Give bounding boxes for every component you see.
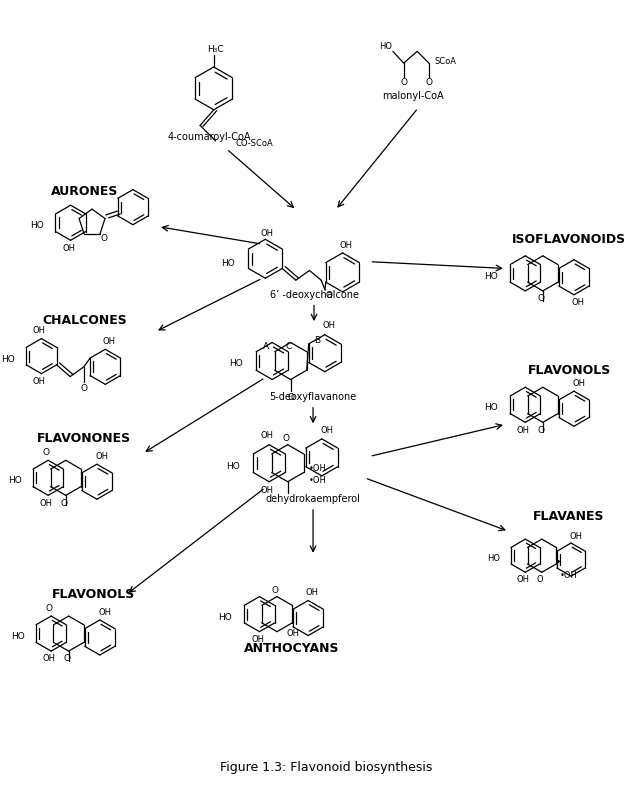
Text: OH: OH bbox=[43, 654, 56, 663]
Text: O: O bbox=[100, 234, 107, 242]
Text: OH: OH bbox=[40, 498, 53, 508]
Text: OH: OH bbox=[286, 629, 299, 638]
Text: 5-deoxyflavanone: 5-deoxyflavanone bbox=[270, 392, 357, 402]
Text: Figure 1.3: Flavonoid biosynthesis: Figure 1.3: Flavonoid biosynthesis bbox=[220, 762, 433, 774]
Text: OH: OH bbox=[98, 607, 111, 617]
Text: •OH: •OH bbox=[560, 571, 578, 580]
Text: •OH: •OH bbox=[309, 463, 327, 472]
Text: O: O bbox=[282, 434, 290, 444]
Text: O: O bbox=[400, 78, 407, 87]
Text: O: O bbox=[537, 425, 544, 435]
Text: OH: OH bbox=[569, 532, 582, 541]
Text: HO: HO bbox=[1, 355, 15, 363]
Text: A: A bbox=[263, 342, 270, 351]
Text: FLAVONOLS: FLAVONOLS bbox=[53, 588, 135, 601]
Text: ISOFLAVONOIDS: ISOFLAVONOIDS bbox=[512, 233, 626, 246]
Text: OH: OH bbox=[261, 486, 273, 495]
Text: O: O bbox=[272, 586, 279, 595]
Text: OH: OH bbox=[320, 425, 333, 435]
Text: O: O bbox=[325, 291, 333, 301]
Text: ANTHOCYANS: ANTHOCYANS bbox=[244, 642, 340, 655]
Text: dehydrokaempferol: dehydrokaempferol bbox=[266, 494, 361, 504]
Text: OH: OH bbox=[340, 241, 353, 250]
Text: O: O bbox=[287, 393, 294, 401]
Text: FLAVONOLS: FLAVONOLS bbox=[528, 364, 611, 377]
Text: OH: OH bbox=[103, 337, 116, 346]
Text: OH: OH bbox=[33, 377, 46, 386]
Text: OH: OH bbox=[571, 298, 584, 307]
Text: O: O bbox=[63, 654, 70, 663]
Text: HO: HO bbox=[221, 259, 235, 268]
Text: H₃C: H₃C bbox=[207, 45, 224, 54]
Text: O: O bbox=[46, 603, 53, 613]
Text: CHALCONES: CHALCONES bbox=[42, 313, 126, 327]
Text: HO: HO bbox=[8, 476, 22, 485]
Text: O: O bbox=[80, 384, 87, 393]
Text: malonyl-CoA: malonyl-CoA bbox=[383, 91, 444, 101]
Text: OH: OH bbox=[251, 635, 264, 644]
Text: SCoA: SCoA bbox=[435, 56, 456, 66]
Text: HO: HO bbox=[484, 272, 498, 281]
Text: O: O bbox=[537, 575, 543, 584]
Text: 4-coumaroyl-CoA: 4-coumaroyl-CoA bbox=[167, 132, 250, 142]
Text: HO: HO bbox=[229, 359, 243, 368]
Text: HO: HO bbox=[31, 221, 44, 231]
Text: OH: OH bbox=[33, 326, 46, 335]
Text: HO: HO bbox=[487, 554, 500, 563]
Text: •: • bbox=[554, 556, 560, 567]
Text: CO-SCoA: CO-SCoA bbox=[235, 139, 273, 149]
Text: HO: HO bbox=[218, 612, 232, 622]
Text: HO: HO bbox=[484, 403, 498, 413]
Text: 6’ -deoxychalcone: 6’ -deoxychalcone bbox=[270, 290, 358, 300]
Text: O: O bbox=[43, 448, 50, 457]
Text: OH: OH bbox=[261, 229, 273, 238]
Text: OH: OH bbox=[306, 588, 318, 597]
Text: OH: OH bbox=[517, 575, 530, 584]
Text: •OH: •OH bbox=[309, 476, 327, 485]
Text: OH: OH bbox=[62, 243, 75, 253]
Text: FLAVANES: FLAVANES bbox=[534, 510, 605, 523]
Text: OH: OH bbox=[517, 425, 530, 435]
Text: HO: HO bbox=[379, 42, 392, 52]
Text: OH: OH bbox=[95, 452, 108, 461]
Text: O: O bbox=[60, 498, 67, 508]
Text: HO: HO bbox=[11, 632, 25, 641]
Text: FLAVONONES: FLAVONONES bbox=[37, 432, 132, 445]
Text: C: C bbox=[286, 342, 292, 351]
Text: O: O bbox=[426, 78, 433, 87]
Text: B: B bbox=[314, 336, 320, 345]
Text: OH: OH bbox=[322, 321, 335, 331]
Text: OH: OH bbox=[572, 379, 586, 388]
Text: HO: HO bbox=[226, 462, 240, 471]
Text: AURONES: AURONES bbox=[51, 185, 118, 198]
Text: OH: OH bbox=[261, 432, 273, 440]
Text: O: O bbox=[537, 294, 544, 303]
